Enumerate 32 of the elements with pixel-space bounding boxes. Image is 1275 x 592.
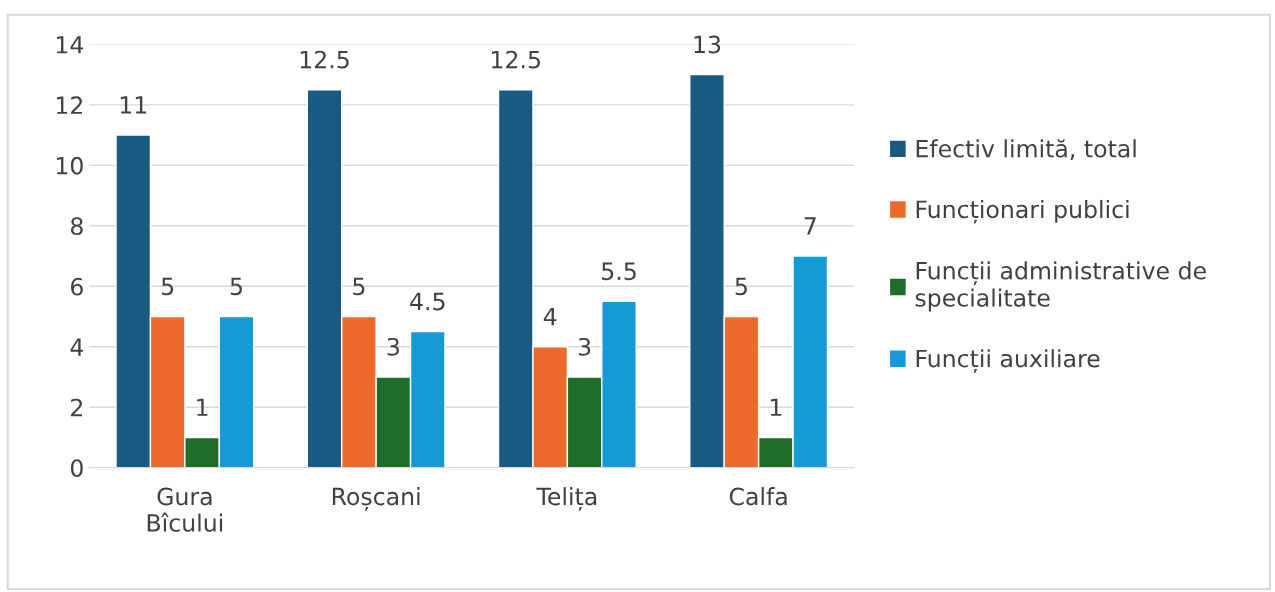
data-label: 5 [161,277,174,296]
y-tick-label: 2 [71,398,83,417]
data-label: 12.5 [300,50,349,69]
data-label: 3 [387,337,399,356]
y-tick-label: 14 [56,36,84,54]
data-label: 13 [694,35,721,54]
data-label: 5 [735,277,747,296]
data-label: 4.5 [410,292,445,311]
data-label: 3 [578,337,591,356]
data-label: 11 [120,96,147,114]
y-tick-label: 6 [71,277,83,296]
data-label: 7 [804,217,816,235]
legend-label: Funcționari publici [916,199,1129,224]
y-tick-label: 4 [70,338,84,356]
x-tick-label: Telița [536,487,597,511]
data-label: 12.5 [492,50,540,69]
x-tick-label: Roșcani [332,487,420,511]
data-label: 1 [770,398,782,416]
y-tick-label: 10 [56,156,83,175]
data-label: 5 [353,277,365,296]
y-tick-label: 0 [70,459,83,477]
data-label: 5 [230,277,242,296]
data-label: 5.5 [602,262,636,281]
legend-label: Efectiv limită, total [916,139,1136,160]
x-tick-label: Calfa [729,487,787,506]
legend-label: Funcții administrative de specialitate [915,261,1206,312]
y-tick-label: 12 [56,96,83,114]
legend-label: Funcții auxiliare [916,349,1100,373]
data-label: 1 [197,398,208,416]
x-tick-label: Gura Bîcului [147,487,223,532]
data-label: 4 [543,307,557,326]
y-tick-label: 8 [70,217,83,236]
